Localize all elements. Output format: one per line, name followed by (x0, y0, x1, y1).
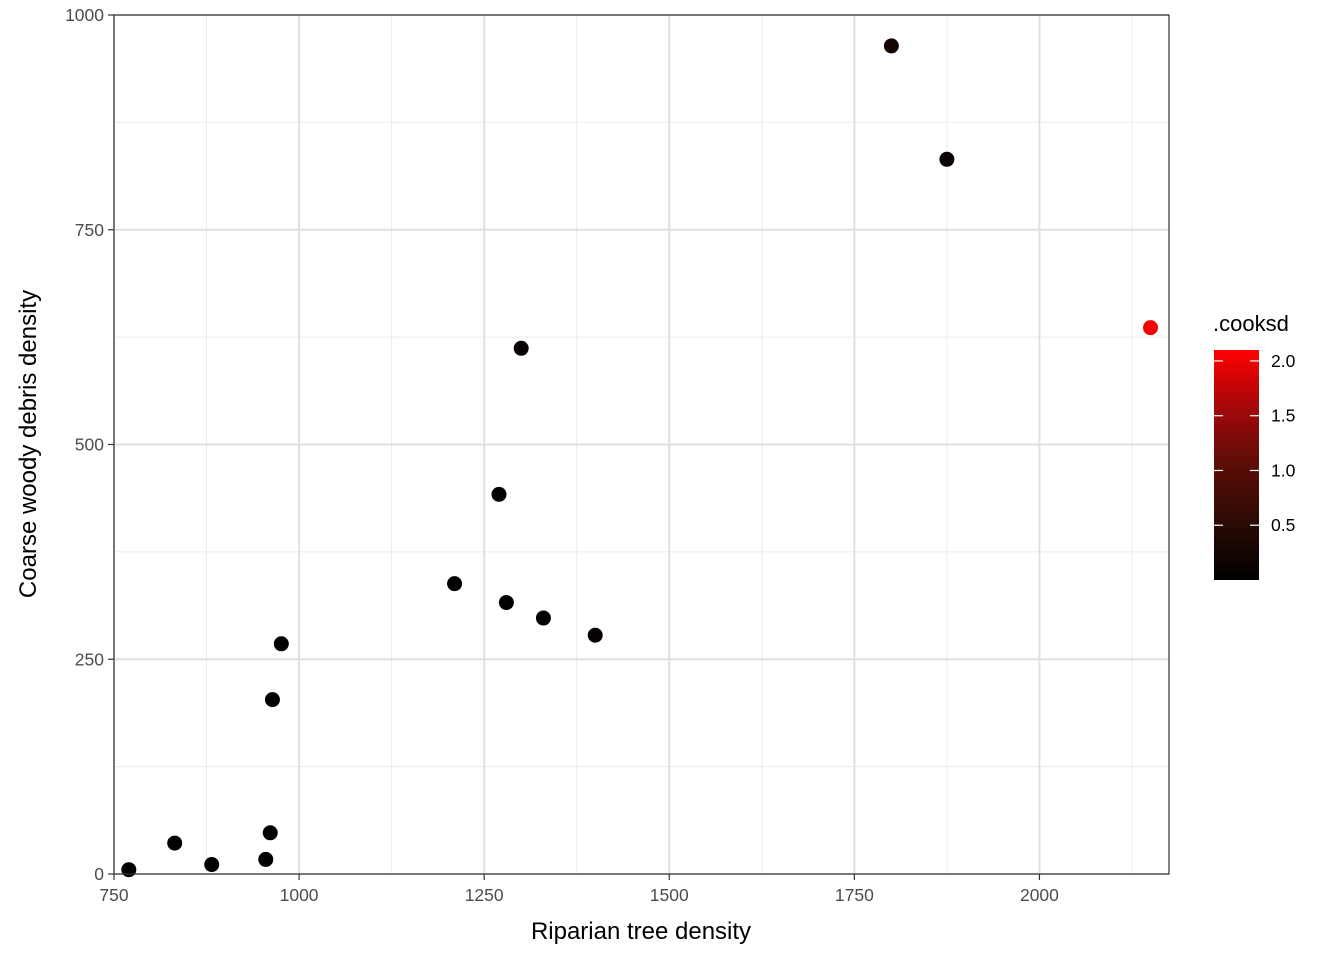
data-point (262, 825, 278, 841)
legend-title: .cooksd (1213, 311, 1289, 336)
data-point (264, 692, 280, 708)
data-point (513, 340, 529, 356)
data-point (121, 862, 137, 878)
x-axis-title: Riparian tree density (531, 918, 751, 945)
data-point (273, 636, 289, 652)
x-tick-label: 1000 (280, 885, 319, 905)
x-tick-label: 1500 (650, 885, 689, 905)
data-point (258, 851, 274, 867)
color-legend: .cooksd 0.5 1.0 1.5 2.0 (1213, 311, 1296, 580)
data-point (535, 610, 551, 626)
data-point (587, 627, 603, 643)
y-tick-label: 500 (75, 435, 104, 455)
x-tick-label: 1750 (835, 885, 874, 905)
x-tick-label: 2000 (1020, 885, 1059, 905)
data-point (167, 835, 183, 851)
legend-tick-label: 2.0 (1271, 351, 1296, 371)
data-point (939, 151, 955, 167)
data-point (883, 38, 899, 54)
data-point (1142, 320, 1158, 336)
legend-colorbar (1214, 350, 1259, 580)
y-tick-label: 750 (75, 220, 104, 240)
legend-ticks: 0.5 1.0 1.5 2.0 (1214, 351, 1296, 535)
y-tick-label: 1000 (65, 5, 104, 25)
legend-tick-label: 0.5 (1271, 515, 1295, 535)
data-point (491, 486, 507, 502)
data-point (204, 857, 220, 873)
legend-tick-label: 1.0 (1271, 460, 1296, 480)
y-tick-label: 250 (75, 649, 104, 669)
data-point (498, 595, 514, 611)
data-point (447, 576, 463, 592)
y-axis-title: Coarse woody debris density (15, 290, 42, 598)
x-tick-label: 750 (99, 885, 128, 905)
y-tick-label: 0 (94, 864, 104, 884)
legend-tick-label: 1.5 (1271, 406, 1295, 426)
x-tick-label: 1250 (465, 885, 504, 905)
axis-ticks: 750 1000 1250 1500 1750 2000 0 250 500 750 1000 (65, 5, 1059, 905)
